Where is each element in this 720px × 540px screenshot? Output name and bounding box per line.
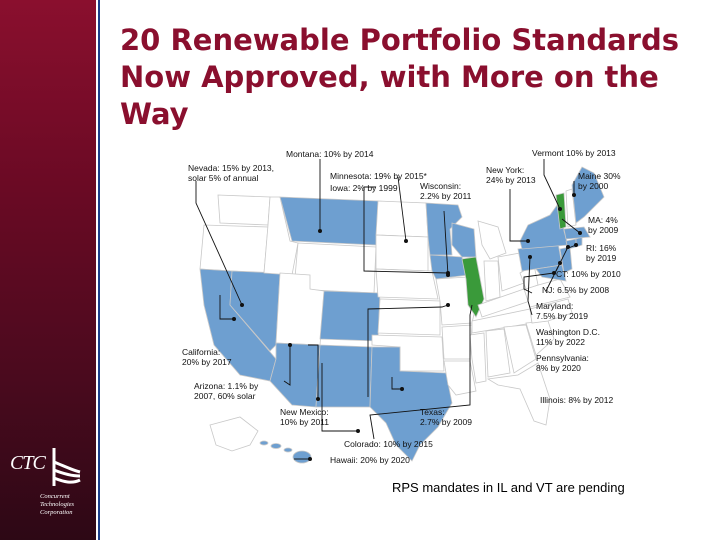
map-svg	[195, 159, 605, 464]
label-colorado: Colorado: 10% by 2015	[344, 439, 433, 449]
label-hawaii: Hawaii: 20% by 2020	[330, 455, 410, 465]
label-maryland: Maryland: 7.5% by 2019	[536, 301, 588, 321]
sidebar-divider	[98, 0, 100, 540]
state-alabama	[485, 328, 511, 378]
label-ct: CT: 10% by 2010	[556, 269, 621, 279]
label-nj: NJ: 6.5% by 2008	[542, 285, 610, 295]
label-wisconsin: Wisconsin: 2.2% by 2011	[420, 181, 472, 201]
state-new-mexico	[315, 344, 373, 408]
state-illinois	[461, 256, 485, 318]
state-louisiana	[443, 360, 477, 396]
label-california: California: 20% by 2017	[182, 347, 232, 367]
logo-abbreviation: CTC	[10, 452, 46, 474]
label-pennsylvania: Pennsylvania: 8% by 2020	[536, 353, 589, 373]
state-massachusetts	[563, 226, 591, 240]
state-arkansas	[441, 324, 473, 360]
us-rps-map: Montana: 10% by 2014 Nevada: 15% by 2013…	[180, 145, 640, 475]
label-new-mexico: New Mexico: 10% by 2011	[280, 407, 329, 427]
state-oregon	[199, 224, 269, 274]
state-nebraska	[375, 268, 439, 300]
leader-dots	[232, 193, 582, 461]
logo-full-name: Concurrent Technologies Corporation	[40, 493, 75, 516]
label-texas: Texas: 2.7% by 2009	[420, 407, 472, 427]
label-new-york: New York: 24% by 2013	[486, 165, 536, 185]
state-washington	[217, 194, 271, 226]
label-minnesota: Minnesota: 19% by 2015*	[330, 171, 427, 181]
state-mississippi	[469, 332, 487, 384]
label-nevada: Nevada: 15% by 2013, solar 5% of annual	[188, 163, 275, 183]
state-new-hampshire	[565, 188, 577, 228]
label-ma: MA: 4% by 2009	[588, 215, 619, 235]
state-alaska	[209, 416, 259, 452]
label-dc: Washington D.C. 11% by 2022	[536, 327, 600, 347]
label-montana: Montana: 10% by 2014	[286, 149, 374, 159]
state-hawaii	[259, 440, 312, 464]
state-montana	[279, 196, 379, 246]
state-south-dakota	[375, 234, 429, 272]
state-kansas	[377, 298, 441, 336]
ctc-logo-mark	[52, 448, 81, 486]
state-florida	[486, 362, 551, 426]
label-maine: Maine 30% by 2000	[578, 171, 621, 191]
label-illinois: Illinois: 8% by 2012	[540, 395, 614, 405]
map-caption: RPS mandates in IL and VT are pending	[392, 480, 625, 495]
state-michigan	[477, 220, 507, 260]
sidebar-band	[0, 0, 96, 540]
state-georgia	[503, 324, 537, 374]
slide-title: 20 Renewable Portfolio Standards Now App…	[120, 23, 679, 131]
state-indiana	[483, 260, 501, 302]
label-ri: RI: 16% by 2019	[586, 243, 617, 263]
state-texas	[369, 346, 453, 462]
state-maine	[571, 166, 605, 224]
state-north-carolina	[529, 298, 573, 324]
state-arizona	[269, 342, 321, 408]
label-iowa: Iowa: 2% by 1999	[330, 183, 398, 193]
leader-lines	[195, 159, 581, 460]
state-wisconsin	[451, 222, 477, 258]
state-colorado	[319, 290, 381, 342]
label-arizona: Arizona: 1.1% by 2007, 60% solar	[194, 381, 259, 401]
label-vermont: Vermont 10% by 2013	[532, 148, 616, 158]
state-minnesota	[425, 202, 463, 256]
